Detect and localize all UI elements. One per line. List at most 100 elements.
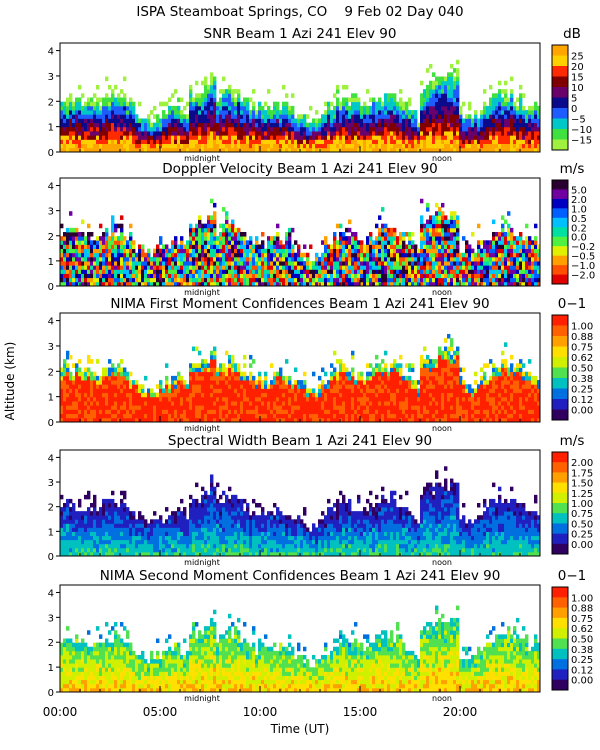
heatmap-cell (231, 281, 235, 287)
heatmap-cell (234, 131, 238, 136)
heatmap-cell (108, 388, 112, 394)
heatmap-cell (255, 277, 259, 283)
heatmap-cell (486, 261, 490, 266)
heatmap-cell (63, 105, 67, 111)
heatmap-cell (168, 105, 172, 111)
heatmap-cell (504, 277, 508, 283)
heatmap-cell (258, 248, 262, 254)
heatmap-cell (513, 135, 517, 140)
heatmap-cell (333, 135, 337, 140)
heatmap-cell (486, 110, 490, 115)
heatmap-cell (303, 273, 307, 279)
heatmap-cell (183, 244, 187, 250)
heatmap-cell (87, 359, 91, 364)
heatmap-cell (495, 232, 499, 237)
heatmap-cell (102, 97, 106, 103)
heatmap-cell (207, 97, 211, 103)
heatmap-cell (264, 131, 268, 136)
heatmap-cell (63, 269, 67, 274)
heatmap-cell (450, 89, 454, 94)
heatmap-cell (84, 269, 88, 274)
heatmap-cell (72, 392, 76, 398)
heatmap-cell (426, 281, 430, 287)
heatmap-cell (276, 122, 280, 128)
heatmap-cell (228, 135, 232, 140)
heatmap-cell (210, 388, 214, 394)
heatmap-cell (441, 114, 445, 119)
heatmap-cell (204, 248, 208, 254)
heatmap-cell (129, 105, 133, 111)
heatmap-cell (96, 359, 100, 364)
heatmap-cell (339, 223, 343, 229)
heatmap-cell (111, 269, 115, 274)
heatmap-cell (111, 97, 115, 103)
heatmap-cell (300, 122, 304, 128)
heatmap-cell (240, 269, 244, 274)
heatmap-cell (63, 409, 67, 415)
heatmap-cell (366, 277, 370, 283)
heatmap-cell (99, 277, 103, 283)
heatmap-cell (237, 375, 241, 381)
heatmap-cell (390, 114, 394, 119)
heatmap-cell (201, 256, 205, 262)
heatmap-cell (234, 252, 238, 258)
heatmap-cell (204, 273, 208, 279)
heatmap-cell (147, 131, 151, 136)
heatmap-cell (414, 131, 418, 136)
heatmap-cell (222, 273, 226, 279)
heatmap-cell (261, 114, 265, 119)
heatmap-cell (150, 126, 154, 132)
heatmap-cell (189, 401, 193, 406)
heatmap-cell (312, 273, 316, 279)
heatmap-cell (210, 256, 214, 262)
heatmap-cell (183, 105, 187, 111)
heatmap-cell (72, 240, 76, 245)
heatmap-cell (333, 236, 337, 241)
heatmap-cell (363, 105, 367, 111)
heatmap-cell (528, 131, 532, 136)
heatmap-cell (120, 101, 124, 107)
heatmap-cell (435, 232, 439, 237)
heatmap-cell (117, 105, 121, 111)
heatmap-cell (93, 380, 97, 385)
heatmap-cell (135, 277, 139, 283)
heatmap-cell (201, 143, 205, 149)
heatmap-cell (63, 236, 67, 241)
heatmap-cell (126, 248, 130, 254)
heatmap-cell (207, 236, 211, 241)
heatmap-cell (498, 240, 502, 245)
heatmap-cell (369, 248, 373, 254)
heatmap-cell (447, 273, 451, 279)
heatmap-cell (237, 417, 241, 423)
heatmap-cell (144, 122, 148, 128)
heatmap-cell (447, 118, 451, 124)
heatmap-cell (90, 118, 94, 124)
heatmap-cell (519, 261, 523, 266)
heatmap-cell (114, 244, 118, 250)
heatmap-cell (432, 126, 436, 132)
heatmap-cell (507, 126, 511, 132)
heatmap-cell (462, 277, 466, 283)
heatmap-cell (228, 84, 232, 90)
heatmap-cell (78, 384, 82, 389)
heatmap-cell (69, 118, 73, 124)
heatmap-cell (372, 147, 376, 153)
heatmap-cell (234, 114, 238, 119)
heatmap-cell (504, 114, 508, 119)
heatmap-cell (276, 248, 280, 254)
heatmap-cell (213, 392, 217, 398)
heatmap-cell (411, 256, 415, 262)
heatmap-cell (483, 105, 487, 111)
heatmap-cell (477, 118, 481, 124)
heatmap-cell (90, 147, 94, 153)
heatmap-cell (225, 135, 229, 140)
heatmap-cell (294, 281, 298, 287)
heatmap-cell (483, 101, 487, 107)
heatmap-cell (87, 273, 91, 279)
heatmap-cell (462, 256, 466, 262)
heatmap-cell (246, 248, 250, 254)
heatmap-cell (162, 244, 166, 250)
heatmap-cell (114, 384, 118, 389)
heatmap-cell (225, 413, 229, 419)
heatmap-cell (267, 240, 271, 245)
